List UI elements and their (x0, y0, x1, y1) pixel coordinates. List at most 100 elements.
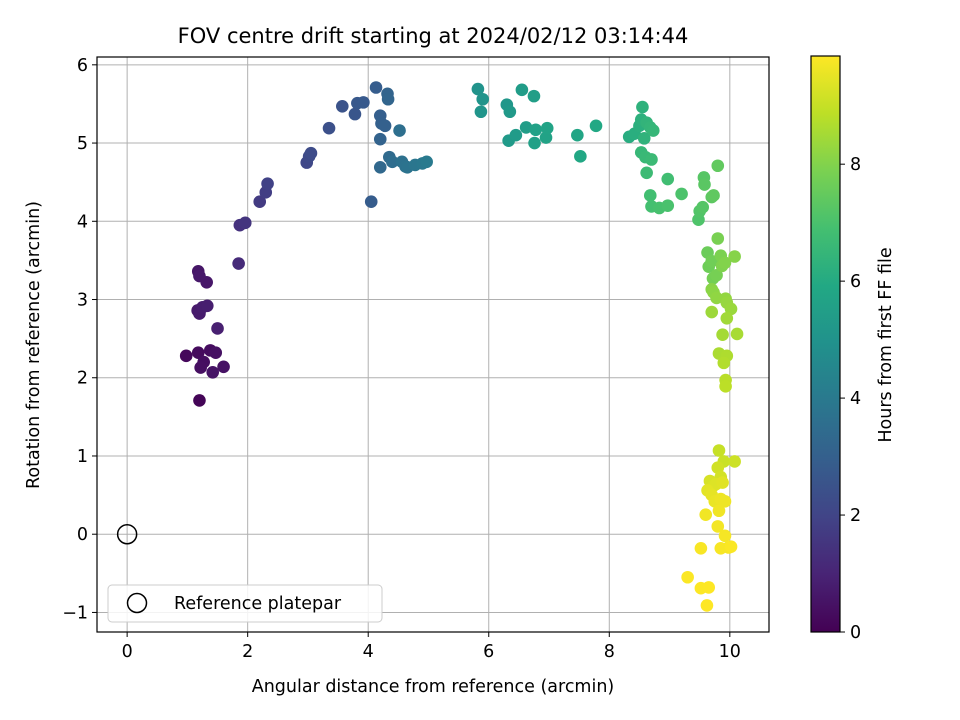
data-point (700, 599, 714, 612)
data-point (193, 394, 206, 407)
data-point (393, 124, 406, 137)
data-point (373, 132, 387, 146)
y-tick-label: 3 (77, 291, 88, 311)
data-point (574, 150, 587, 163)
colorbar-tick-label: 0 (850, 623, 861, 643)
data-point (357, 96, 370, 109)
data-point (720, 311, 734, 325)
x-tick-label: 0 (122, 642, 133, 662)
colorbar-tick-label: 6 (850, 272, 861, 292)
data-point (179, 349, 193, 363)
data-point (675, 187, 688, 201)
data-point (589, 119, 603, 133)
data-point (718, 256, 732, 270)
y-tick-label: 0 (77, 525, 88, 545)
data-point (476, 92, 490, 106)
data-point (540, 121, 554, 135)
y-axis-label: Rotation from reference (arcmin) (24, 201, 44, 489)
data-point (728, 455, 741, 468)
data-point (724, 540, 738, 554)
y-tick-label: −1 (62, 603, 88, 623)
data-point (705, 305, 719, 319)
data-point (527, 89, 541, 103)
colorbar-label: Hours from first FF file (876, 247, 896, 442)
data-point (643, 189, 657, 202)
data-point (348, 107, 362, 121)
legend-label: Reference platepar (174, 594, 342, 614)
data-point (698, 178, 711, 191)
data-point (718, 529, 732, 543)
y-tick-label: 4 (77, 212, 88, 232)
plot-frame (96, 56, 770, 633)
data-point (193, 269, 206, 283)
data-point (232, 257, 245, 270)
x-tick-label: 4 (363, 642, 374, 662)
grid-lines (97, 57, 769, 632)
data-point (645, 153, 658, 166)
x-tick-label: 10 (719, 642, 741, 662)
colorbar-tick-label: 4 (850, 389, 861, 409)
y-tick-label: 5 (77, 134, 88, 154)
data-point (636, 100, 649, 114)
data-point (364, 195, 378, 209)
data-point (724, 302, 738, 316)
data-point (712, 444, 726, 457)
data-point (661, 199, 675, 212)
data-point (253, 195, 267, 209)
data-points (179, 81, 744, 612)
data-point (378, 119, 392, 133)
data-point (710, 268, 723, 282)
data-point (217, 360, 230, 374)
reference-marker (116, 523, 138, 545)
data-point (200, 299, 214, 313)
data-point (519, 121, 533, 134)
x-tick-label: 2 (242, 642, 253, 662)
data-point (191, 346, 205, 360)
data-point (730, 327, 744, 341)
data-point (335, 99, 349, 113)
x-tick-label: 8 (604, 642, 615, 662)
data-point (681, 570, 694, 584)
legend-marker (126, 592, 148, 614)
data-point (719, 380, 732, 393)
data-point (712, 504, 726, 518)
data-point (528, 136, 541, 150)
data-point (503, 105, 517, 119)
data-point (420, 155, 433, 169)
data-point (728, 250, 741, 263)
data-point (369, 81, 383, 94)
y-tick-label: 1 (77, 447, 88, 467)
data-point (694, 541, 708, 555)
data-point (386, 155, 399, 169)
data-point (509, 128, 523, 142)
data-point (702, 581, 716, 594)
data-point (322, 121, 336, 135)
data-point (474, 105, 488, 119)
data-point (373, 161, 387, 174)
data-point (304, 146, 318, 160)
colorbar-tick-label: 2 (850, 506, 861, 526)
data-point (711, 520, 725, 533)
x-tick-label: 6 (483, 642, 494, 662)
colorbar-tick-label: 8 (850, 155, 861, 175)
data-point (661, 172, 675, 186)
y-tick-label: 6 (77, 56, 88, 76)
data-point (711, 159, 725, 173)
data-point (707, 189, 720, 202)
chart-title: FOV centre drift starting at 2024/02/12 … (178, 24, 689, 48)
data-point (711, 232, 725, 245)
data-point (238, 216, 252, 230)
data-point (209, 346, 223, 360)
data-point (716, 476, 729, 489)
data-point (714, 541, 728, 555)
data-point (637, 132, 651, 145)
data-point (261, 177, 274, 191)
y-tick-label: 2 (77, 369, 88, 389)
y-axis-ticks: −1 0 1 2 3 4 5 6 (62, 56, 97, 623)
data-point (716, 328, 729, 342)
legend: Reference platepar (107, 584, 383, 623)
data-point (717, 356, 731, 370)
data-point (471, 82, 485, 96)
colorbar-gradient (810, 55, 841, 633)
